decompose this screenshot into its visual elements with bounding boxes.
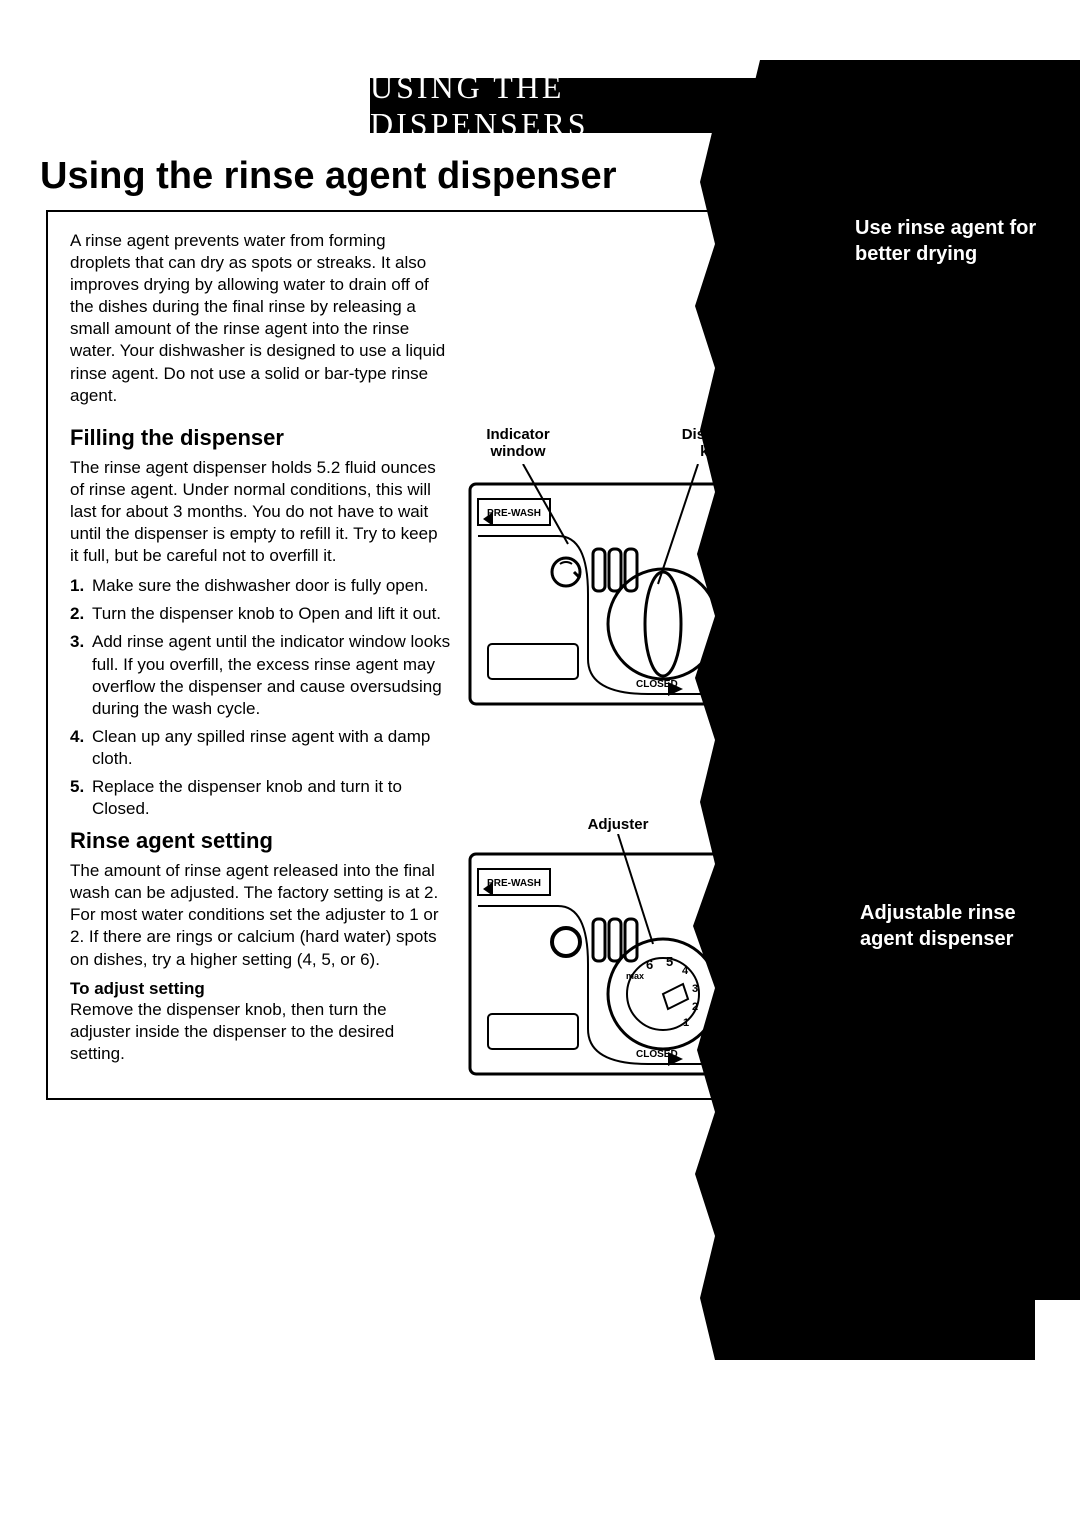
- intro-paragraph: A rinse agent prevents water from formin…: [70, 230, 450, 407]
- svg-text:5: 5: [666, 954, 673, 969]
- diagram-adjuster: Adjuster PRE-WASH 6: [468, 817, 768, 1084]
- prewash-label: PRE-WASH: [487, 508, 541, 519]
- svg-text:1: 1: [683, 1017, 689, 1029]
- chapter-header-text: USING THE DISPENSERS: [370, 69, 770, 143]
- filling-body: The rinse agent dispenser holds 5.2 flui…: [70, 457, 450, 567]
- filling-steps-list: Make sure the dishwasher door is fully o…: [70, 575, 460, 820]
- step: Replace the dispenser knob and turn it t…: [70, 776, 460, 820]
- svg-text:2: 2: [692, 1001, 698, 1013]
- svg-text:4: 4: [682, 965, 689, 977]
- open-label-2: OPEN: [726, 960, 757, 972]
- svg-text:max: max: [626, 971, 644, 981]
- step: Make sure the dishwasher door is fully o…: [70, 575, 460, 597]
- open-label: OPEN: [738, 585, 768, 597]
- step: Turn the dispenser knob to Open and lift…: [70, 603, 460, 625]
- chapter-header: USING THE DISPENSERS: [370, 78, 770, 133]
- diagram-dispenser-knob: Indicatorwindow Dispenserknob PRE-WASH: [468, 427, 768, 714]
- diagram1-svg: PRE-WASH OPEN: [468, 464, 768, 714]
- diagram2-label-adjuster: Adjuster: [468, 817, 768, 834]
- svg-text:3: 3: [692, 983, 698, 995]
- sidebar-note-2: Adjustable rinse agent dispenser: [860, 900, 1060, 952]
- diagram1-label-indicator: Indicatorwindow: [468, 427, 568, 460]
- diagram1-label-knob: Dispenserknob: [668, 427, 768, 460]
- adjust-body: Remove the dispenser knob, then turn the…: [70, 999, 450, 1065]
- svg-text:6: 6: [646, 957, 653, 972]
- diagram2-svg: PRE-WASH 6 5 4 3 2 1: [468, 834, 768, 1084]
- content-box: A rinse agent prevents water from formin…: [46, 210, 794, 1100]
- sidebar-note-1: Use rinse agent for better drying: [855, 215, 1055, 267]
- rinse-setting-body: The amount of rinse agent released into …: [70, 860, 450, 970]
- step: Add rinse agent until the indicator wind…: [70, 631, 460, 719]
- prewash-label-2: PRE-WASH: [487, 878, 541, 889]
- step: Clean up any spilled rinse agent with a …: [70, 726, 460, 770]
- page-title: Using the rinse agent dispenser: [40, 155, 616, 198]
